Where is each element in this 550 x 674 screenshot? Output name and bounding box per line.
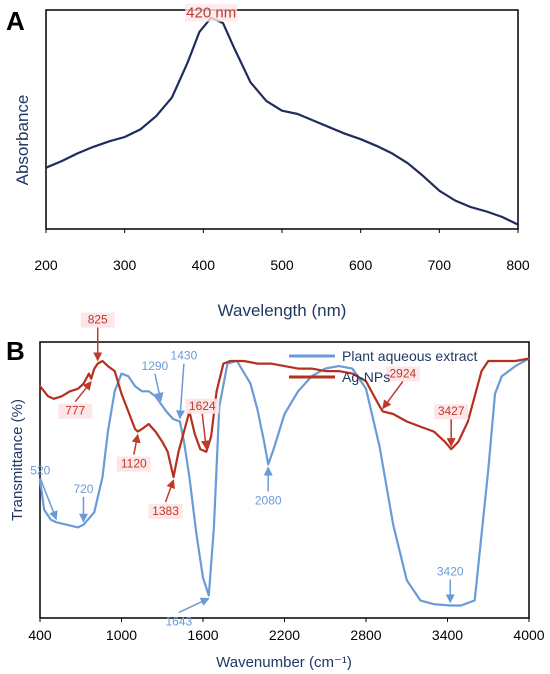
panel-a-label: A — [6, 6, 25, 36]
panel-a-x-tick-label: 700 — [428, 257, 452, 273]
legend-label-ag-nps: Ag-NPs — [342, 369, 390, 385]
annotation-highlight — [148, 503, 183, 519]
annotation-1383: 1383 — [152, 504, 179, 518]
panel-a: A 200 300 400 500 600 700 800 420 nm Wavelengt… — [6, 3, 530, 320]
panel-b-x-tick-label: 400 — [28, 627, 52, 643]
annotation-2080: 2080 — [255, 493, 282, 507]
annotation-arrow-1624 — [200, 413, 210, 450]
panel-a-y-axis-title: Absorbance — [13, 95, 32, 186]
annotation-3420: 3420 — [437, 564, 464, 578]
panel-b-x-axis-title: Wavenumber (cm⁻¹) — [216, 654, 352, 671]
annotation-1430: 1430 — [171, 349, 198, 363]
panel-a-x-tick-label: 300 — [113, 257, 137, 273]
panel-b-x-ticks: 400 1000 1600 2200 2800 3400 4000 — [28, 618, 545, 643]
panel-a-x-tick-label: 200 — [34, 257, 58, 273]
annotation-arrow-1430 — [176, 363, 185, 420]
annotation-3427: 3427 — [438, 404, 465, 418]
panel-b-legend: Plant aqueous extract Ag-NPs — [289, 348, 478, 385]
panel-b-y-axis-title: Transmittance (%) — [9, 399, 26, 521]
annotation-1624: 1624 — [189, 399, 216, 413]
panel-b-label: B — [6, 336, 25, 366]
annotation-highlight — [385, 366, 420, 382]
panel-a-x-axis-title: Wavelength (nm) — [218, 301, 347, 320]
annotation-highlight — [58, 403, 93, 419]
annotation-arrow-1643 — [178, 597, 210, 614]
annotation-1120: 1120 — [121, 457, 147, 471]
annotation-arrow-2924 — [382, 380, 404, 410]
panel-a-x-tick-label: 600 — [349, 257, 373, 273]
panel-b-x-tick-label: 2800 — [350, 627, 381, 643]
annotation-arrow-1383 — [164, 479, 175, 503]
panel-b-x-tick-label: 1000 — [106, 627, 137, 643]
annotation-arrow-777 — [74, 380, 92, 403]
annotation-1643: 1643 — [165, 614, 192, 628]
panel-a-line-series-0 — [44, 16, 520, 226]
annotation-520: 520 — [30, 463, 50, 477]
panel-a-x-tick-label: 800 — [506, 257, 530, 273]
panel-b-x-tick-label: 4000 — [513, 627, 544, 643]
panel-a-x-ticks: 200 300 400 500 600 700 800 — [34, 229, 530, 273]
panel-a-x-tick-label: 400 — [192, 257, 216, 273]
annotation-highlight — [116, 456, 151, 472]
panel-a-x-tick-label: 500 — [270, 257, 294, 273]
annotation-highlight — [185, 398, 220, 414]
panel-a-annotations: 420 nm — [185, 3, 238, 22]
panel-b-x-tick-label: 3400 — [432, 627, 463, 643]
panel-b-line-plant-aqueous-extract — [38, 357, 531, 607]
annotation-2924: 2924 — [389, 366, 416, 380]
peak-label-420nm: 420 nm — [186, 5, 236, 22]
panel-a-series-layer — [44, 16, 520, 226]
annotation-arrow-1120 — [131, 433, 141, 455]
annotation-1290: 1290 — [142, 359, 169, 373]
annotation-highlight — [80, 312, 115, 328]
annotation-arrow-1290 — [154, 373, 164, 402]
legend-label-plant-extract: Plant aqueous extract — [342, 348, 478, 364]
annotation-720: 720 — [73, 482, 93, 496]
panel-b-x-tick-label: 2200 — [269, 627, 300, 643]
annotation-highlight — [434, 404, 469, 420]
peak-label-highlight — [185, 3, 238, 22]
panel-b-x-tick-label: 1600 — [187, 627, 218, 643]
annotation-777: 777 — [65, 404, 85, 418]
annotation-arrow-520 — [39, 478, 58, 521]
annotation-825: 825 — [88, 313, 108, 327]
panel-b: B 400 1000 1600 2200 2800 3400 4000 825 777 1120… — [6, 312, 545, 671]
